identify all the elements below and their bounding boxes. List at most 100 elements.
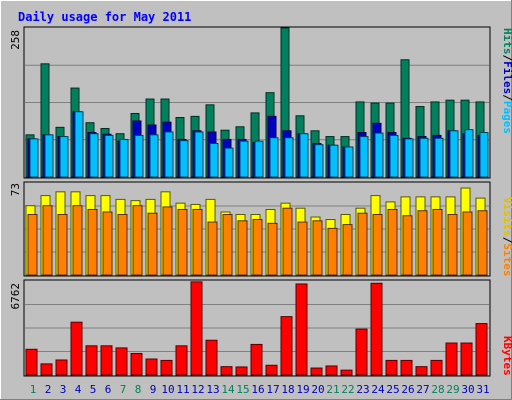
x-label-day-5: 5 — [90, 383, 97, 396]
bar-kbytes-day-27 — [415, 366, 428, 376]
bar-kbytes-day-23 — [355, 328, 368, 376]
bar-pages-day-1 — [29, 138, 39, 178]
bar-kbytes-day-4 — [70, 321, 83, 376]
x-label-day-3: 3 — [60, 383, 67, 396]
bar-kbytes-day-7 — [115, 347, 128, 376]
x-label-day-11: 11 — [176, 383, 189, 396]
x-label-day-15: 15 — [236, 383, 249, 396]
x-label-day-26: 26 — [401, 383, 414, 396]
bar-pages-day-13 — [209, 143, 219, 178]
bar-sites-day-14 — [222, 214, 233, 276]
bar-sites-day-15 — [237, 220, 248, 276]
x-label-day-18: 18 — [281, 383, 294, 396]
legend-visits: Visits — [501, 197, 512, 237]
bar-kbytes-day-30 — [460, 342, 473, 376]
bar-sites-day-1 — [27, 214, 38, 276]
bar-kbytes-day-17 — [265, 364, 278, 376]
legend-sep-3: / — [501, 237, 512, 244]
x-label-day-1: 1 — [30, 383, 37, 396]
bar-sites-day-18 — [282, 207, 293, 276]
bar-pages-day-26 — [404, 138, 414, 178]
x-label-day-8: 8 — [135, 383, 142, 396]
bar-kbytes-day-9 — [145, 358, 158, 376]
bar-sites-day-13 — [207, 221, 218, 276]
legend-sep-1: / — [501, 55, 512, 62]
bar-sites-day-26 — [402, 215, 413, 276]
bar-kbytes-day-3 — [55, 359, 68, 376]
bar-pages-day-4 — [74, 111, 84, 178]
x-label-day-29: 29 — [446, 383, 459, 396]
x-axis-labels: 1 2 3 4 5 6 7 8 9 10 11 12 13 14 15 16 17 18 19 20 21 22 23 24 2… — [30, 383, 490, 396]
bar-pages-day-7 — [119, 138, 129, 178]
bar-sites-day-20 — [312, 220, 323, 276]
x-label-day-9: 9 — [150, 383, 157, 396]
bar-pages-day-28 — [434, 137, 444, 178]
x-label-day-17: 17 — [266, 383, 279, 396]
bar-pages-day-31 — [479, 132, 489, 178]
bar-pages-day-2 — [44, 134, 54, 178]
bar-kbytes-day-1 — [25, 348, 38, 376]
legend-visits-sites: Visits/Sites — [501, 197, 512, 277]
bar-pages-day-16 — [254, 140, 264, 178]
x-label-day-19: 19 — [296, 383, 309, 396]
bars — [25, 27, 489, 376]
bar-sites-day-6 — [102, 211, 113, 276]
bar-kbytes-day-13 — [205, 339, 218, 376]
bar-pages-day-12 — [194, 131, 204, 178]
bar-sites-day-28 — [432, 208, 443, 276]
bar-sites-day-30 — [462, 211, 473, 276]
bar-sites-day-11 — [177, 208, 188, 276]
x-label-day-10: 10 — [161, 383, 174, 396]
bar-sites-day-16 — [252, 219, 263, 276]
x-label-day-31: 31 — [476, 383, 489, 396]
bar-pages-day-17 — [269, 137, 279, 178]
bar-kbytes-day-19 — [295, 283, 308, 376]
bar-kbytes-day-11 — [175, 345, 188, 376]
x-label-day-28: 28 — [431, 383, 444, 396]
legend-pages: Pages — [501, 101, 512, 134]
bar-sites-day-31 — [477, 210, 488, 276]
legend-kbytes: KBytes — [501, 336, 512, 376]
bar-kbytes-day-5 — [85, 345, 98, 376]
legend-files: Files — [501, 61, 512, 94]
bar-sites-day-5 — [87, 208, 98, 276]
bar-pages-day-10 — [164, 131, 174, 178]
bar-sites-day-4 — [72, 205, 83, 276]
bar-pages-day-11 — [179, 140, 189, 178]
bar-kbytes-day-8 — [130, 352, 143, 376]
bar-kbytes-day-21 — [325, 365, 338, 376]
bar-sites-day-27 — [417, 210, 428, 276]
x-label-day-30: 30 — [461, 383, 474, 396]
visits-ymax-label: 73 — [9, 183, 22, 196]
bar-sites-day-10 — [162, 206, 173, 276]
bar-pages-day-5 — [89, 133, 99, 178]
bar-pages-day-24 — [374, 132, 384, 178]
x-label-day-13: 13 — [206, 383, 219, 396]
bar-kbytes-day-28 — [430, 359, 443, 376]
x-label-day-16: 16 — [251, 383, 264, 396]
bar-pages-day-19 — [299, 133, 309, 178]
bar-pages-day-9 — [149, 134, 159, 178]
bar-sites-day-19 — [297, 221, 308, 276]
bar-sites-day-22 — [342, 224, 353, 276]
x-label-day-14: 14 — [221, 383, 235, 396]
bar-pages-day-6 — [104, 134, 114, 178]
bar-pages-day-18 — [284, 137, 294, 178]
x-label-day-23: 23 — [356, 383, 369, 396]
x-label-day-12: 12 — [191, 383, 204, 396]
bar-sites-day-8 — [132, 205, 143, 276]
bar-sites-day-3 — [57, 214, 68, 276]
bar-kbytes-day-2 — [40, 363, 53, 376]
bar-kbytes-day-22 — [340, 369, 353, 376]
bar-kbytes-day-29 — [445, 342, 458, 376]
bar-sites-day-24 — [372, 214, 383, 276]
bar-kbytes-day-31 — [475, 323, 488, 376]
bar-sites-day-2 — [42, 205, 53, 276]
x-label-day-22: 22 — [341, 383, 354, 396]
legend-hits-files-pages: Hits/Files/Pages — [501, 28, 512, 134]
bar-kbytes-day-10 — [160, 359, 173, 376]
bar-kbytes-day-20 — [310, 367, 323, 376]
bar-kbytes-day-26 — [400, 359, 413, 376]
bar-pages-day-29 — [449, 130, 459, 178]
legend-hits: Hits — [501, 28, 512, 55]
